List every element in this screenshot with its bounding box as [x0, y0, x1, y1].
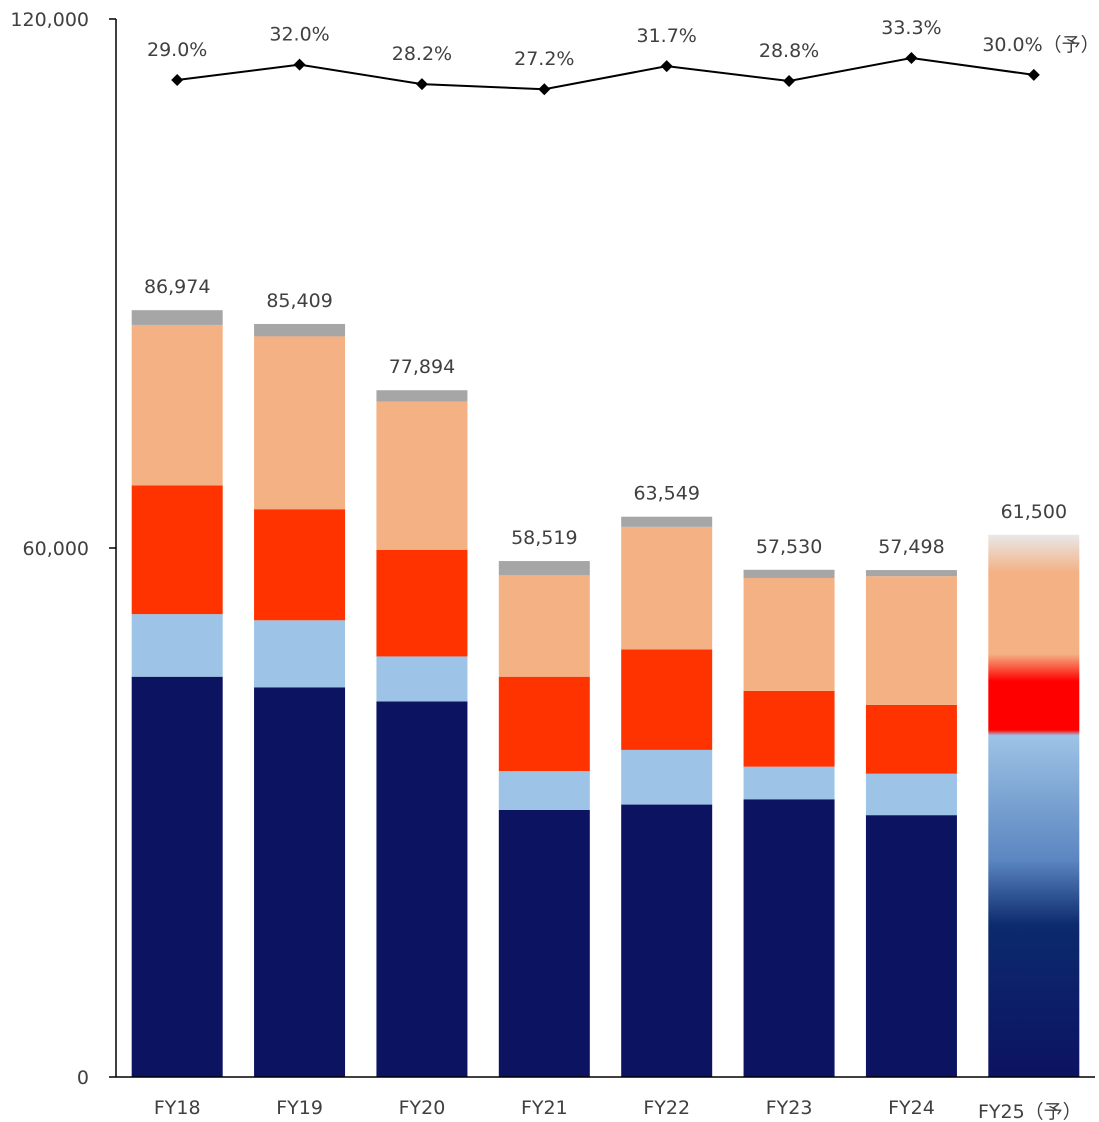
bar-segment	[376, 656, 468, 702]
bar-segment	[254, 687, 346, 1077]
total-label: 85,409	[266, 290, 332, 312]
total-label: 57,498	[878, 536, 944, 558]
ratio-label: 29.0%	[147, 39, 207, 61]
bar-segment	[743, 569, 835, 578]
total-label: 63,549	[633, 483, 699, 505]
bar-segment	[743, 690, 835, 767]
bar-segment	[131, 310, 223, 325]
total-label: 77,894	[389, 356, 455, 378]
ratio-marker	[660, 60, 673, 73]
bar-segment	[621, 749, 713, 805]
ratio-marker	[538, 83, 551, 96]
bar-segment	[131, 485, 223, 615]
ratio-label: 30.0%（予）	[982, 34, 1099, 56]
total-label: 61,500	[1001, 501, 1067, 523]
bar-segment	[621, 804, 713, 1077]
ratio-marker	[905, 51, 918, 64]
ratio-line	[177, 56, 1034, 91]
bar-segment	[131, 324, 223, 486]
bar-segment	[743, 577, 835, 691]
bar-segment	[743, 799, 835, 1077]
bar-segment	[865, 570, 957, 577]
category-label: FY20	[399, 1097, 446, 1119]
bar-segment	[376, 401, 468, 550]
bar-segment	[865, 815, 957, 1077]
category-label: FY19	[276, 1097, 323, 1119]
ratio-label: 32.0%	[269, 24, 329, 46]
bar-segment	[743, 766, 835, 800]
total-label: 58,519	[511, 527, 577, 549]
bar-segment	[131, 614, 223, 677]
category-label: FY22	[643, 1097, 690, 1119]
ratio-label: 28.2%	[392, 43, 452, 65]
bar-segment	[376, 701, 468, 1077]
bars-layer	[131, 310, 1080, 1077]
bar-segment	[376, 390, 468, 402]
labels-layer: 86,974 FY18 85,409 FY19 77,894 FY20 58,519 FY21…	[144, 17, 1099, 1122]
ratio-marker	[415, 78, 428, 91]
bar-segment	[498, 809, 590, 1077]
bar-segment	[498, 771, 590, 810]
y-tick-label: 120,000	[10, 9, 89, 31]
ratio-marker	[293, 58, 306, 71]
bar-segment	[621, 516, 713, 527]
ratio-marker	[1027, 68, 1040, 81]
bar-segment	[865, 773, 957, 816]
bar-segment	[865, 704, 957, 774]
category-label: FY21	[521, 1097, 568, 1119]
total-label: 57,530	[756, 536, 822, 558]
axes-layer: 0 60,000 120,000	[10, 9, 1095, 1089]
ratio-label: 33.3%	[881, 17, 941, 39]
category-label: FY25（予）	[978, 1101, 1082, 1122]
bar-segment	[865, 576, 957, 705]
bar-segment	[498, 561, 590, 576]
bar-segment	[498, 676, 590, 772]
ratio-marker	[171, 74, 184, 86]
ratio-marker	[783, 75, 796, 88]
y-tick-label: 0	[77, 1067, 89, 1089]
category-label: FY24	[888, 1097, 935, 1119]
bar-segment	[131, 676, 223, 1077]
bar-segment	[254, 509, 346, 621]
bar-segment	[376, 549, 468, 657]
forecast-bar	[988, 534, 1080, 1077]
total-label: 86,974	[144, 276, 210, 298]
bar-segment	[621, 526, 713, 650]
ratio-label: 31.7%	[637, 25, 697, 47]
y-tick-label: 60,000	[23, 538, 89, 560]
bar-segment	[254, 336, 346, 510]
bar-segment	[621, 649, 713, 750]
bar-segment	[498, 575, 590, 677]
ratio-line-layer	[171, 51, 1040, 96]
bar-segment	[254, 323, 346, 337]
ratio-label: 27.2%	[514, 48, 574, 70]
category-label: FY23	[766, 1097, 813, 1119]
ratio-label: 28.8%	[759, 40, 819, 62]
category-label: FY18	[154, 1097, 201, 1119]
bar-segment	[254, 620, 346, 688]
